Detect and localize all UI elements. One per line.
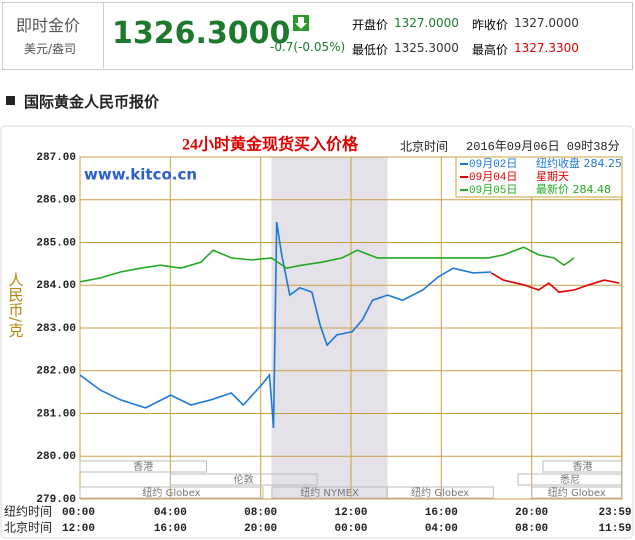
time-label: 北京时间 bbox=[400, 140, 448, 154]
legend-name: 09月04日 bbox=[469, 171, 517, 184]
x-tick-label: 12:00 bbox=[334, 507, 367, 519]
series-line bbox=[79, 246, 575, 283]
series-line bbox=[79, 221, 492, 429]
session-bar bbox=[531, 486, 623, 499]
x2-tick-label: 11:59 bbox=[599, 523, 632, 535]
field-value: 1327.0000 bbox=[514, 16, 579, 30]
session-label: 纽约 Globex bbox=[411, 486, 469, 499]
field-label: 最低价 bbox=[352, 43, 389, 57]
quote-panel bbox=[2, 2, 633, 70]
session-label: 纽约 Globex bbox=[142, 486, 200, 499]
x2-tick-label: 00:00 bbox=[334, 523, 367, 535]
y-tick-label: 280.00 bbox=[36, 451, 76, 463]
x-tick-label: 16:00 bbox=[425, 507, 458, 519]
x-tick-label: 00:00 bbox=[62, 507, 95, 519]
x2-row-label: 北京时间 bbox=[4, 521, 52, 535]
y-tick-label: 284.00 bbox=[36, 280, 76, 292]
y-tick-label: 281.00 bbox=[36, 408, 76, 420]
x2-tick-label: 04:00 bbox=[425, 523, 458, 535]
field-label: 昨收价 bbox=[472, 18, 509, 32]
section-title: 国际黄金人民币报价 bbox=[24, 93, 160, 111]
field-value: 1325.3000 bbox=[394, 41, 459, 55]
arrow bbox=[295, 17, 307, 29]
field-label: 开盘价 bbox=[352, 18, 389, 32]
y-tick-label: 282.00 bbox=[36, 366, 76, 378]
session-bar bbox=[169, 473, 318, 486]
x-tick-label: 08:00 bbox=[244, 507, 277, 519]
session-bar bbox=[517, 473, 623, 486]
session-bar bbox=[79, 460, 207, 473]
legend-name: 09月05日 bbox=[469, 184, 517, 197]
session-label: 香港 bbox=[133, 461, 153, 473]
legend-note: 最新价 284.48 bbox=[536, 182, 611, 196]
session-label: 悉尼 bbox=[560, 474, 580, 486]
field-label: 最高价 bbox=[472, 43, 509, 57]
session-bar bbox=[79, 486, 264, 499]
y-tick-label: 285.00 bbox=[36, 237, 76, 249]
section-bullet bbox=[6, 96, 15, 105]
y-tick-label: 286.00 bbox=[36, 195, 76, 207]
x-tick-label: 23:59 bbox=[599, 507, 632, 519]
x2-tick-label: 12:00 bbox=[62, 523, 95, 535]
chart-title: 24小时黄金现货买入价格 bbox=[182, 135, 359, 154]
quote-title-cell bbox=[2, 2, 104, 68]
watermark: www.kitco.cn bbox=[84, 166, 197, 184]
down-arrow-icon bbox=[293, 15, 309, 31]
x2-tick-label: 20:00 bbox=[244, 523, 277, 535]
field-value: 1327.0000 bbox=[394, 16, 459, 30]
session-label: 纽约 Globex bbox=[548, 486, 606, 499]
series-line bbox=[490, 272, 620, 293]
x-tick-label: 04:00 bbox=[154, 507, 187, 519]
chart-frame bbox=[0, 125, 634, 539]
legend-note: 星期天 bbox=[536, 170, 569, 183]
y-tick-label: 283.00 bbox=[36, 323, 76, 335]
quote-unit: 美元/盎司 bbox=[24, 42, 77, 56]
quote-change: -0.7(-0.05%) bbox=[270, 40, 346, 54]
y-tick-label: 279.00 bbox=[36, 494, 76, 506]
y-axis-title: 人民币/克 bbox=[7, 272, 25, 338]
session-bar bbox=[386, 486, 494, 499]
session-label: 伦敦 bbox=[234, 473, 254, 486]
legend-note: 纽约收盘 284.25 bbox=[536, 156, 622, 170]
session-label: 纽约 NYMEX bbox=[300, 486, 359, 499]
x-tick-label: 20:00 bbox=[515, 507, 548, 519]
field-value: 1327.3300 bbox=[514, 41, 579, 55]
y-tick-label: 287.00 bbox=[36, 152, 76, 164]
x2-tick-label: 16:00 bbox=[154, 523, 187, 535]
x2-tick-label: 08:00 bbox=[515, 523, 548, 535]
legend-name: 09月02日 bbox=[469, 158, 517, 171]
quote-price: 1326.3000 bbox=[112, 16, 291, 51]
session-bar bbox=[542, 460, 623, 473]
x-row-label: 纽约时间 bbox=[4, 504, 52, 519]
quote-title: 即时金价 bbox=[16, 16, 81, 35]
legend-box bbox=[455, 156, 623, 198]
timestamp: 2016年09月06日 09时38分 bbox=[466, 139, 620, 154]
session-label: 香港 bbox=[572, 461, 592, 473]
